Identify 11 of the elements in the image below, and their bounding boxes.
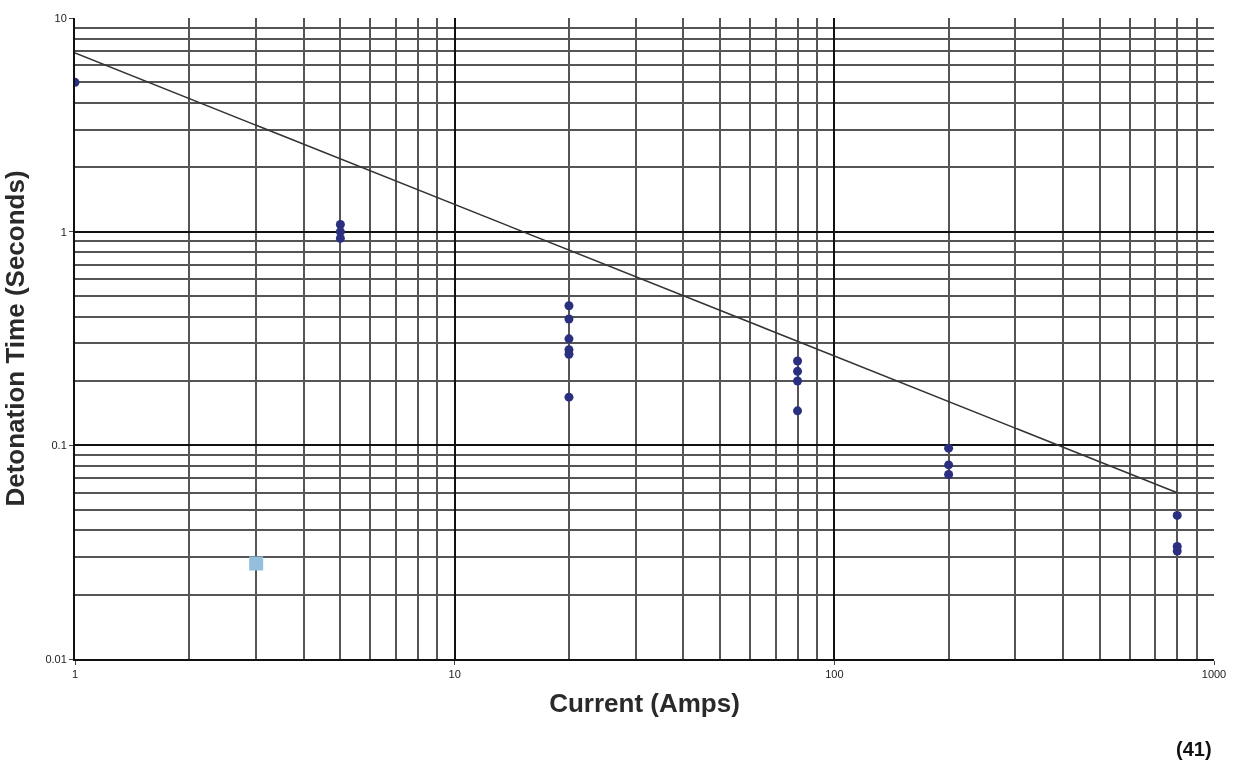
x-tick-label: 1 bbox=[71, 668, 79, 681]
y-axis-title: Detonation Time (Seconds) bbox=[0, 170, 30, 507]
x-axis-title: Current (Amps) bbox=[549, 688, 740, 719]
text: (41) bbox=[1176, 738, 1212, 760]
y-tick-label: 10 bbox=[54, 11, 67, 24]
y-tick-label: 0.01 bbox=[45, 652, 67, 665]
y-tick-label: 0.1 bbox=[51, 439, 67, 452]
x-tick-label: 100 bbox=[825, 668, 844, 681]
x-tick-label: 10 bbox=[448, 668, 461, 681]
x-tick-label: 1000 bbox=[1201, 668, 1227, 681]
y-tick-label: 1 bbox=[60, 225, 67, 238]
